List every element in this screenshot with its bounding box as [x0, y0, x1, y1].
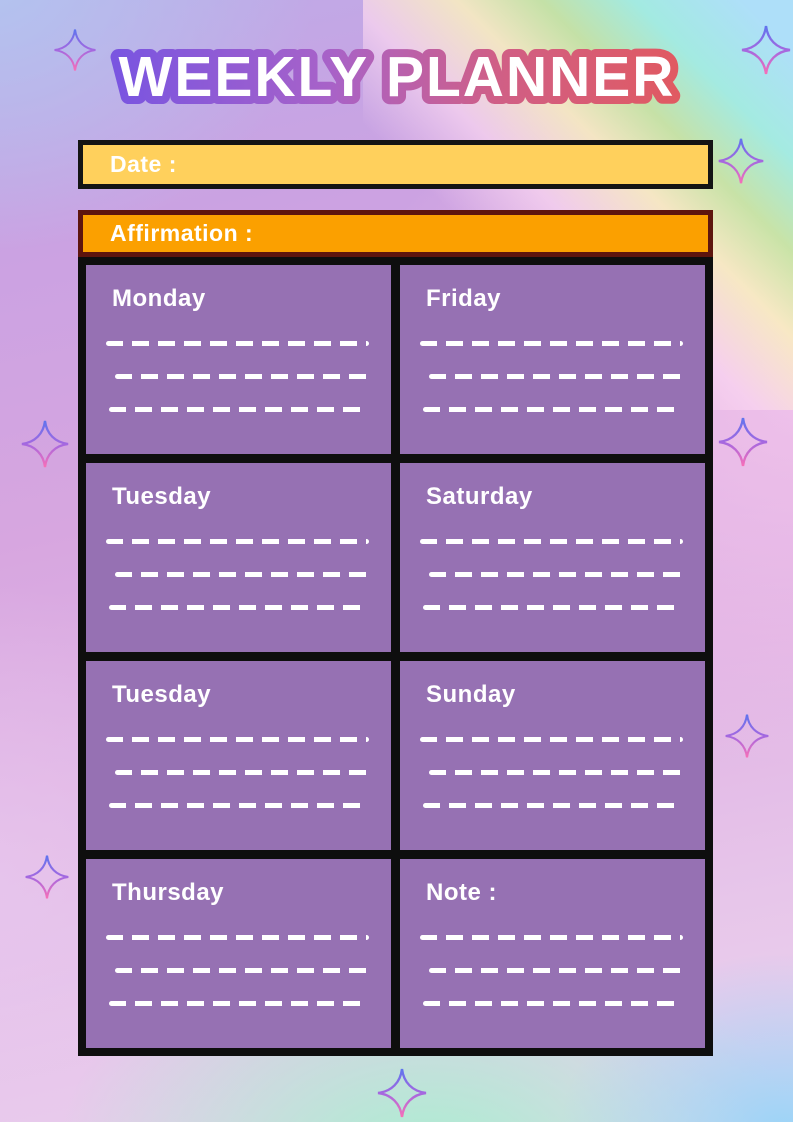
write-line — [423, 605, 683, 610]
sparkle-icon — [377, 1068, 427, 1118]
day-cell-monday[interactable]: Monday — [86, 265, 391, 454]
write-line — [106, 935, 369, 940]
day-label: Friday — [426, 285, 502, 312]
day-cell-tuesday-2[interactable]: Tuesday — [86, 661, 391, 850]
write-line — [429, 770, 688, 775]
write-line — [420, 341, 683, 346]
write-lines — [420, 709, 688, 836]
note-label: Note : — [426, 879, 497, 906]
write-line — [115, 968, 374, 973]
write-line — [429, 374, 688, 379]
note-cell[interactable]: Note : — [400, 859, 705, 1048]
day-label: Sunday — [426, 681, 516, 708]
affirmation-field[interactable]: Affirmation : — [78, 210, 713, 257]
write-lines — [106, 511, 374, 638]
sparkle-icon — [25, 855, 69, 899]
sparkle-icon — [718, 138, 764, 184]
write-lines — [106, 709, 374, 836]
day-cell-sunday[interactable]: Sunday — [400, 661, 705, 850]
day-label: Saturday — [426, 483, 533, 510]
day-label: Monday — [112, 285, 206, 312]
write-line — [420, 737, 683, 742]
date-label: Date : — [110, 151, 177, 177]
day-cell-saturday[interactable]: Saturday — [400, 463, 705, 652]
write-lines — [420, 313, 688, 440]
write-lines — [106, 313, 374, 440]
write-line — [106, 539, 369, 544]
day-cell-tuesday[interactable]: Tuesday — [86, 463, 391, 652]
write-lines — [420, 907, 688, 1034]
write-line — [115, 572, 374, 577]
page-title-text: WEEKLY PLANNER — [118, 45, 675, 109]
write-lines — [420, 511, 688, 638]
date-field[interactable]: Date : — [78, 140, 713, 189]
write-line — [109, 1001, 369, 1006]
sparkle-icon — [21, 420, 69, 468]
week-grid: Monday Friday Tuesday Satu — [78, 257, 713, 1056]
write-line — [106, 737, 369, 742]
write-line — [109, 803, 369, 808]
day-label: Tuesday — [112, 483, 212, 510]
write-line — [420, 935, 683, 940]
write-line — [423, 803, 683, 808]
write-line — [420, 539, 683, 544]
write-line — [429, 572, 688, 577]
write-line — [423, 407, 683, 412]
write-line — [109, 407, 369, 412]
day-cell-friday[interactable]: Friday — [400, 265, 705, 454]
write-line — [109, 605, 369, 610]
write-line — [423, 1001, 683, 1006]
day-cell-thursday[interactable]: Thursday — [86, 859, 391, 1048]
day-label: Tuesday — [112, 681, 212, 708]
write-line — [106, 341, 369, 346]
page-title: WEEKLY PLANNER — [0, 30, 793, 122]
write-line — [115, 770, 374, 775]
write-line — [115, 374, 374, 379]
affirmation-label: Affirmation : — [110, 220, 254, 246]
write-line — [429, 968, 688, 973]
sparkle-icon — [725, 714, 769, 758]
day-label: Thursday — [112, 879, 225, 906]
write-lines — [106, 907, 374, 1034]
sparkle-icon — [718, 417, 768, 467]
